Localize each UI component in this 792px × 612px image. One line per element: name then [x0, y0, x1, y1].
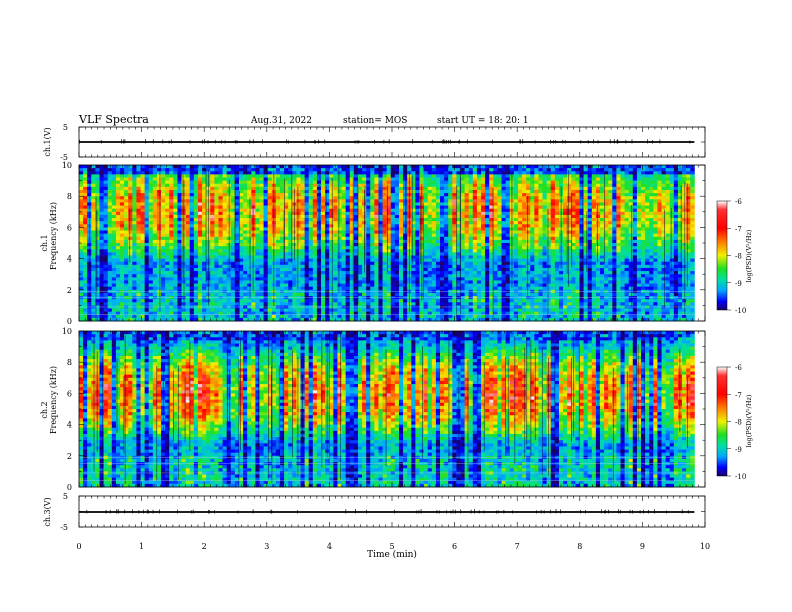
freq-tick-label: 8 [67, 192, 72, 201]
freq-tick-label: 0 [67, 483, 72, 492]
freq-tick-label: 6 [67, 389, 72, 398]
date-label: Aug.31, 2022 [250, 116, 312, 126]
ch1-wave-ylabel: ch.1(V) [43, 127, 52, 156]
x-tick-label: 7 [515, 542, 520, 551]
colorbar-tick-label: -8 [735, 419, 742, 427]
x-tick-label: 0 [76, 542, 81, 551]
x-tick-label: 8 [577, 542, 582, 551]
freq-tick-label: 10 [62, 327, 72, 336]
colorbar-tick-label: -6 [735, 198, 742, 206]
colorbar-tick-label: -10 [735, 307, 746, 315]
ch1-spec-ticks: 0 2 4 6 8 10 [62, 161, 706, 326]
ch3-wave-ylabel: ch.3(V) [43, 497, 52, 526]
ch2-colorbar-label: log(PSD)(V²/Hz) [745, 394, 753, 447]
ch3-wave-ticks [78, 495, 706, 528]
x-axis-label: Time (min) [367, 549, 417, 560]
freq-tick-label: 6 [67, 223, 72, 232]
x-tick-label: 3 [264, 542, 269, 551]
ch1-colorbar-label: log(PSD)(V²/Hz) [745, 229, 753, 282]
ch1-waveform-panel: 5 -5 ch.1(V) [43, 123, 706, 162]
freq-tick-label: 2 [67, 286, 72, 295]
ch1-spec-channel-label: ch.1 [40, 234, 49, 251]
colorbar-tick-label: -7 [735, 225, 742, 233]
colorbar-tick-label: -9 [735, 280, 742, 288]
freq-tick-label: 2 [67, 452, 72, 461]
colorbar-tick-label: -10 [735, 473, 746, 481]
ch2-spec-ylabel: Frequency (kHz) [49, 366, 58, 434]
freq-tick-label: 0 [67, 317, 72, 326]
colorbar-tick-label: -7 [735, 391, 742, 399]
freq-tick-label: 4 [67, 255, 72, 264]
ch3-ytick-bottom: -5 [60, 523, 68, 532]
ch2-spec-channel-label: ch.2 [40, 401, 49, 418]
ch1-spectrogram-panel: 0 2 4 6 8 10 ch.1 Frequency (kHz) [40, 161, 706, 326]
ch1-spec-ylabel: Frequency (kHz) [49, 202, 58, 270]
station-label: station= MOS [343, 116, 407, 126]
x-tick-label: 6 [452, 542, 457, 551]
ch1-ytick-top: 5 [63, 123, 68, 132]
freq-tick-label: 4 [67, 421, 72, 430]
x-tick-label: 9 [640, 542, 645, 551]
colorbar-tick-label: -8 [735, 253, 742, 261]
ch2-spectrogram-image [79, 331, 695, 488]
ch1-spectrogram-image [79, 165, 695, 322]
x-tick-label: 1 [139, 542, 144, 551]
x-tick-label: 2 [202, 542, 207, 551]
x-tick-label: 5 [389, 542, 394, 551]
ch1-ytick-bottom: -5 [60, 153, 68, 162]
ch3-ytick-top: 5 [63, 492, 68, 501]
colorbar-tick-label: -6 [735, 364, 742, 372]
freq-tick-label: 8 [67, 358, 72, 367]
ch1-wave-ticks [78, 126, 706, 158]
ch2-colorbar: -6 -7 -8 -9 -10 log(PSD)(V²/Hz) [716, 364, 753, 481]
x-axis-tick-labels: 0 1 2 3 4 5 6 7 8 9 10 [76, 542, 710, 551]
ch2-spectrogram-panel: 0 2 4 6 8 10 ch.2 Frequency (kHz) [40, 327, 706, 492]
ch3-waveform-panel: 5 -5 ch.3(V) [43, 492, 706, 532]
ch1-colorbar: -6 -7 -8 -9 -10 log(PSD)(V²/Hz) [716, 198, 753, 315]
figure-title: VLF Spectra [78, 113, 149, 126]
freq-tick-label: 10 [62, 161, 72, 170]
x-tick-label: 10 [700, 542, 710, 551]
ch1-colorbar-gradient [716, 200, 728, 311]
colorbar-tick-label: -9 [735, 446, 742, 454]
start-time-label: start UT = 18: 20: 1 [437, 116, 529, 126]
x-tick-label: 4 [327, 542, 332, 551]
ch2-colorbar-gradient [716, 366, 728, 477]
ch2-spec-ticks: 0 2 4 6 8 10 [62, 327, 706, 492]
